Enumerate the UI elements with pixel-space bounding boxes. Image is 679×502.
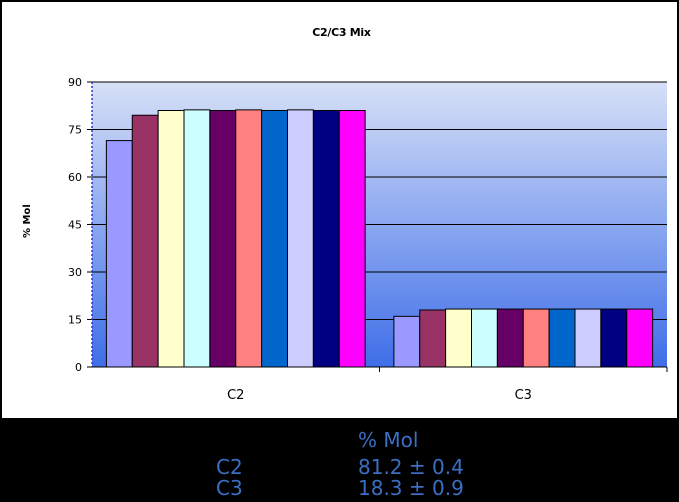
x-tick-label-c3: C3 xyxy=(515,388,532,403)
chart-area: C2/C3 Mix 0 15 30 45 60 75 90 C2 C3 % Mol xyxy=(0,0,679,420)
y-tick-label-60: 60 xyxy=(68,171,82,184)
bar-c3-3 xyxy=(445,308,472,368)
bar-c2-7 xyxy=(261,110,288,368)
y-tick-label-15: 15 xyxy=(68,314,82,327)
y-tick-label-90: 90 xyxy=(68,76,82,89)
row-label-c2: C2 xyxy=(216,455,243,479)
y-tick-label-30: 30 xyxy=(68,266,82,279)
row-value-c3: 18.3 ± 0.9 xyxy=(358,476,464,500)
bar-c2-10 xyxy=(338,110,366,368)
chart-title: C2/C3 Mix xyxy=(312,26,371,39)
bar-c2-4 xyxy=(183,109,211,368)
bar-c3-9 xyxy=(600,308,628,368)
bar-c2-9 xyxy=(312,110,340,368)
tick-labels: 0 15 30 45 60 75 90 C2 C3 xyxy=(68,76,532,403)
x-tick-label-c2: C2 xyxy=(227,388,244,403)
bar-c2-1 xyxy=(105,140,133,368)
bar-c2-6 xyxy=(235,109,263,368)
bar-c3-5 xyxy=(496,308,524,368)
bar-c3-8 xyxy=(574,308,602,368)
y-tick-label-75: 75 xyxy=(68,124,82,137)
bar-c3-2 xyxy=(419,309,447,368)
y-tick-label-0: 0 xyxy=(75,361,82,374)
bar-c3-1 xyxy=(393,315,421,368)
bar-c3-7 xyxy=(548,308,576,368)
row-value-c2: 81.2 ± 0.4 xyxy=(358,455,464,479)
axes xyxy=(87,81,668,372)
bars xyxy=(105,109,654,368)
bar-c2-8 xyxy=(287,109,314,368)
bar-c2-5 xyxy=(209,110,237,368)
table-header: % Mol xyxy=(358,428,419,452)
bar-c3-6 xyxy=(522,308,550,368)
y-tick-label-45: 45 xyxy=(68,219,82,232)
summary-table: % Mol C2 81.2 ± 0.4 C3 18.3 ± 0.9 xyxy=(0,420,679,502)
bar-chart: 0 15 30 45 60 75 90 C2 C3 xyxy=(68,76,668,403)
bar-c3-10 xyxy=(626,308,654,368)
bar-c2-3 xyxy=(157,110,185,368)
y-axis-label: % Mol xyxy=(22,204,33,238)
bar-c3-4 xyxy=(471,308,498,368)
row-label-c3: C3 xyxy=(216,476,243,500)
bar-c2-2 xyxy=(131,114,159,368)
